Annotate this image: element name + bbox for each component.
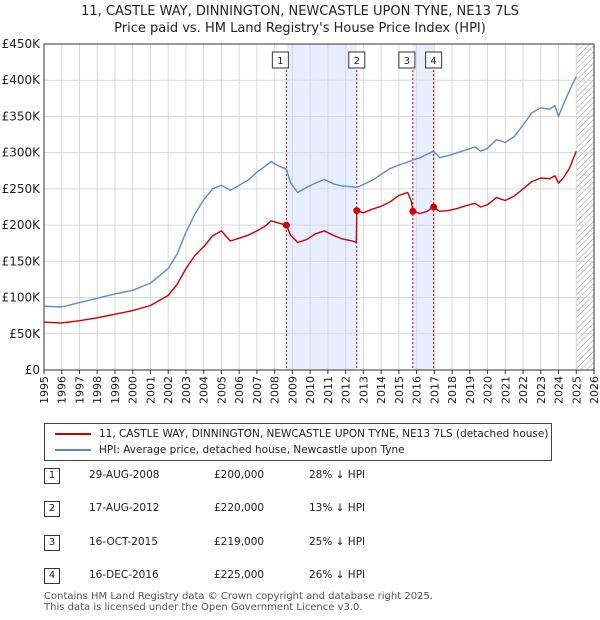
x-tick-label: 2021 [499, 376, 512, 404]
sale-marker-box [398, 51, 416, 69]
legend-item-hpi: HPI: Average price, detached house, Newc… [55, 443, 405, 457]
price-chart: 1 2 3 4 £0 £50K £100K £150K £200K £250K £300K £350… [2, 37, 600, 404]
x-tick-label: 2013 [357, 376, 370, 404]
sale-number-badge: 2 [44, 501, 60, 517]
x-tick-label: 2012 [340, 376, 353, 404]
sale-number-badge: 4 [44, 568, 60, 584]
sale-date: 16-OCT-2015 [89, 536, 158, 548]
sale-marker-label: 1 [277, 56, 283, 67]
chart-legend: 11, CASTLE WAY, DINNINGTON, NEWCASTLE UP… [44, 423, 552, 461]
sale-point [282, 221, 290, 229]
legend-item-property: 11, CASTLE WAY, DINNINGTON, NEWCASTLE UP… [55, 427, 548, 441]
x-tick-label: 1999 [109, 376, 122, 404]
x-tick-label: 2000 [127, 376, 140, 404]
sale-point [353, 207, 361, 215]
x-tick-label: 2010 [304, 376, 317, 404]
x-tick-label: 1998 [91, 376, 104, 404]
sale-hpi-diff: 26% ↓ HPI [309, 569, 366, 581]
x-tick-label: 2016 [411, 376, 424, 404]
sale-marker-label: 3 [404, 56, 410, 67]
x-tick-label: 2024 [553, 376, 566, 404]
sale-marker-label: 2 [354, 56, 360, 67]
sale-price: £200,000 [214, 469, 265, 481]
sale-point [409, 207, 417, 215]
x-tick-label: 2017 [428, 376, 441, 404]
x-tick-label: 2022 [517, 376, 530, 404]
x-tick-label: 2005 [215, 376, 228, 404]
x-tick-label: 2001 [144, 376, 157, 404]
x-tick-label: 2011 [322, 376, 335, 404]
y-tick-label: £100K [2, 291, 42, 305]
sale-row: 2 17-AUG-2012 £220,000 13% ↓ HPI [44, 500, 444, 520]
sale-price: £225,000 [214, 569, 265, 581]
x-tick-label: 2007 [251, 376, 264, 404]
x-tick-label: 2023 [535, 376, 548, 404]
sale-date: 17-AUG-2012 [89, 502, 160, 514]
x-tick-label: 2006 [233, 376, 246, 404]
x-tick-label: 2014 [375, 376, 388, 404]
y-tick-label: £300K [2, 146, 42, 160]
sale-marker-box [348, 51, 366, 69]
x-tick-label: 2008 [269, 376, 282, 404]
legend-swatch-hpi [55, 449, 91, 451]
footer-line-2: This data is licensed under the Open Gov… [44, 602, 363, 613]
sale-date: 16-DEC-2016 [89, 569, 159, 581]
sale-number-badge: 3 [44, 535, 60, 551]
sale-marker-label: 4 [430, 56, 436, 67]
chart-title: 11, CASTLE WAY, DINNINGTON, NEWCASTLE UP… [0, 3, 600, 37]
x-tick-label: 2018 [446, 376, 459, 404]
sale-price: £220,000 [214, 502, 265, 514]
title-line-2: Price paid vs. HM Land Registry's House … [114, 21, 486, 36]
footer-line-1: Contains HM Land Registry data © Crown c… [44, 591, 433, 602]
sale-hpi-diff: 25% ↓ HPI [309, 536, 366, 548]
legend-label-property: 11, CASTLE WAY, DINNINGTON, NEWCASTLE UP… [99, 428, 549, 440]
x-tick-label: 2002 [162, 376, 175, 404]
title-line-1: 11, CASTLE WAY, DINNINGTON, NEWCASTLE UP… [81, 4, 519, 19]
x-tick-label: 2019 [464, 376, 477, 404]
footer-attribution: Contains HM Land Registry data © Crown c… [44, 591, 433, 613]
x-tick-label: 2004 [198, 376, 211, 404]
sale-number-badge: 1 [44, 468, 60, 484]
x-tick-label: 2025 [570, 376, 583, 404]
sale-row: 1 29-AUG-2008 £200,000 28% ↓ HPI [44, 467, 444, 487]
y-tick-label: £450K [2, 37, 42, 51]
x-tick-label: 2015 [393, 376, 406, 404]
forecast-hatch [576, 44, 594, 370]
sale-price: £219,000 [214, 536, 265, 548]
sale-hpi-diff: 28% ↓ HPI [309, 469, 366, 481]
y-tick-label: £0 [25, 363, 40, 377]
y-tick-label: £250K [2, 182, 42, 196]
x-tick-label: 1995 [38, 376, 51, 404]
hpi-line [43, 76, 577, 308]
x-tick-label: 2020 [482, 376, 495, 404]
legend-swatch-property [55, 433, 91, 435]
y-tick-label: £50K [9, 327, 41, 341]
legend-label-hpi: HPI: Average price, detached house, Newc… [99, 444, 405, 456]
y-tick-label: £400K [2, 73, 42, 87]
sale-hpi-diff: 13% ↓ HPI [309, 502, 366, 514]
sale-marker-box [425, 51, 443, 69]
x-tick-label: 2026 [588, 376, 600, 404]
y-tick-label: £200K [2, 218, 42, 232]
x-tick-label: 1997 [73, 376, 86, 404]
y-tick-label: £350K [2, 109, 42, 123]
shaded-period [286, 44, 357, 370]
plot-frame [43, 43, 595, 371]
y-tick-label: £150K [2, 254, 42, 268]
shaded-period [412, 44, 434, 370]
sale-row: 3 16-OCT-2015 £219,000 25% ↓ HPI [44, 534, 444, 554]
sale-date: 29-AUG-2008 [89, 469, 160, 481]
sale-row: 4 16-DEC-2016 £225,000 26% ↓ HPI [44, 567, 444, 587]
x-tick-label: 2009 [286, 376, 299, 404]
x-tick-label: 2003 [180, 376, 193, 404]
sale-point [430, 203, 438, 211]
sale-marker-box [271, 51, 289, 69]
x-tick-label: 1996 [56, 376, 69, 404]
